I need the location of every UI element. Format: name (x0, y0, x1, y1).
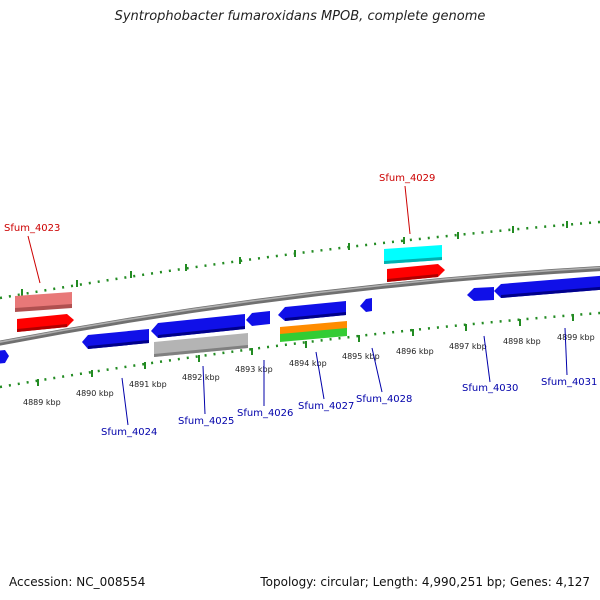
gene-cyan-sfum4029[interactable] (384, 245, 442, 264)
kbp-label-4898: 4898 kbp (503, 337, 541, 346)
major-ticks-top (21, 221, 568, 296)
gene-pink-sfum4023[interactable] (15, 292, 72, 312)
gene-red-sfum4029[interactable] (387, 264, 445, 282)
accession-label: Accession: NC_008554 (9, 575, 146, 589)
gene-label-sfum4024[interactable]: Sfum_4024 (101, 427, 157, 438)
gene-label-sfum4028[interactable]: Sfum_4028 (356, 394, 412, 405)
gene-label-sfum4031[interactable]: Sfum_4031 (541, 377, 597, 388)
gene-orange-sfum4027[interactable] (280, 321, 347, 335)
leader-lines (27, 185, 568, 426)
kbp-label-4894: 4894 kbp (289, 359, 327, 368)
gene-red-sfum4023[interactable] (17, 314, 74, 332)
gene-blue-sfum4028[interactable] (360, 298, 372, 312)
gene-label-sfum4027[interactable]: Sfum_4027 (298, 401, 354, 412)
gene-label-sfum4025[interactable]: Sfum_4025 (178, 416, 234, 427)
gene-blue-sfum4030[interactable] (467, 287, 494, 301)
gene-label-sfum4023[interactable]: Sfum_4023 (4, 223, 60, 234)
genome-backbone-highlight (0, 266, 600, 343)
gene-blue-sfum4027[interactable] (278, 301, 346, 321)
kbp-label-4892: 4892 kbp (182, 373, 220, 382)
tick-track-bottom (0, 311, 600, 389)
gene-blue-sfum4025[interactable] (151, 314, 245, 338)
gene-gray-sfum4025[interactable] (154, 333, 248, 357)
gene-blue-left-edge[interactable] (0, 350, 9, 364)
kbp-label-4899: 4899 kbp (557, 333, 595, 342)
gene-blue-sfum4031[interactable] (494, 275, 600, 298)
kbp-label-4890: 4890 kbp (76, 389, 114, 398)
genome-backbone (0, 266, 600, 346)
kbp-label-4893: 4893 kbp (235, 365, 273, 374)
kbp-label-4896: 4896 kbp (396, 347, 434, 356)
kbp-label-4891: 4891 kbp (129, 380, 167, 389)
gene-label-sfum4026[interactable]: Sfum_4026 (237, 408, 293, 419)
major-ticks-bottom (37, 314, 574, 386)
gene-blue-sfum4024[interactable] (82, 329, 149, 349)
topology-label: Topology: circular; Length: 4,990,251 bp… (260, 575, 590, 589)
gene-blue-sfum4026[interactable] (246, 311, 270, 326)
gene-label-sfum4030[interactable]: Sfum_4030 (462, 383, 518, 394)
map-title: Syntrophobacter fumaroxidans MPOB, compl… (114, 9, 486, 24)
gene-green-sfum4027[interactable] (280, 328, 347, 342)
kbp-label-4897: 4897 kbp (449, 342, 487, 351)
kbp-label-4895: 4895 kbp (342, 352, 380, 361)
gene-label-sfum4029[interactable]: Sfum_4029 (379, 173, 435, 184)
kbp-label-4889: 4889 kbp (23, 398, 61, 407)
